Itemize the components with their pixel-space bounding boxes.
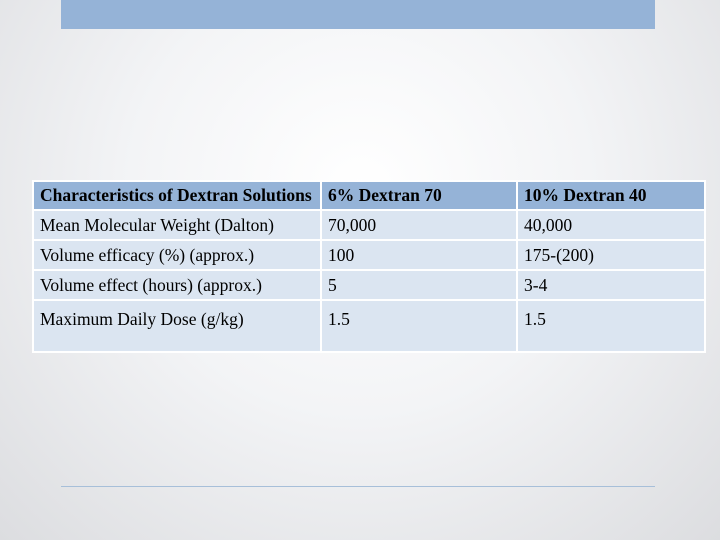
row-label: Maximum Daily Dose (g/kg)	[32, 299, 322, 353]
row-label: Volume effect (hours) (approx.)	[32, 269, 322, 301]
table-header-row: Characteristics of Dextran Solutions 6% …	[32, 180, 706, 211]
row-label: Volume efficacy (%) (approx.)	[32, 239, 322, 271]
footer-divider	[61, 486, 655, 487]
cell-dextran-40: 175-(200)	[516, 239, 706, 271]
cell-dextran-40: 1.5	[516, 299, 706, 353]
cell-dextran-70: 70,000	[320, 209, 518, 241]
table-row: Volume effect (hours) (approx.) 5 3-4	[32, 269, 706, 301]
cell-dextran-40: 3-4	[516, 269, 706, 301]
header-characteristics: Characteristics of Dextran Solutions	[32, 180, 322, 211]
table-row: Volume efficacy (%) (approx.) 100 175-(2…	[32, 239, 706, 271]
table-row: Maximum Daily Dose (g/kg) 1.5 1.5	[32, 299, 706, 353]
header-dextran-70: 6% Dextran 70	[320, 180, 518, 211]
table-row: Mean Molecular Weight (Dalton) 70,000 40…	[32, 209, 706, 241]
row-label: Mean Molecular Weight (Dalton)	[32, 209, 322, 241]
dextran-characteristics-table: Characteristics of Dextran Solutions 6% …	[32, 180, 706, 353]
cell-dextran-70: 5	[320, 269, 518, 301]
header-dextran-40: 10% Dextran 40	[516, 180, 706, 211]
dextran-table-container: Characteristics of Dextran Solutions 6% …	[32, 180, 706, 353]
title-bar-decoration	[61, 0, 655, 29]
cell-dextran-40: 40,000	[516, 209, 706, 241]
cell-dextran-70: 100	[320, 239, 518, 271]
cell-dextran-70: 1.5	[320, 299, 518, 353]
